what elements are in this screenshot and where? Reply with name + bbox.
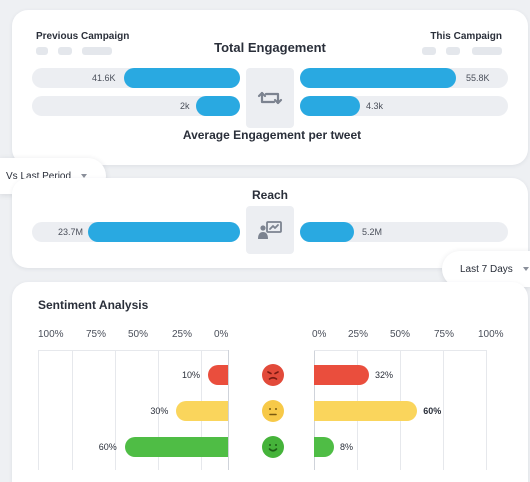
sentiment-bar-prev [176, 401, 228, 421]
total-engagement-title: Total Engagement [214, 40, 326, 55]
reach-this-bar [300, 222, 354, 242]
happy-face-icon [262, 436, 284, 458]
sentiment-label-this: 60% [423, 406, 442, 416]
left-tick-label: 25% [172, 329, 193, 340]
period-value: Last 7 Days [460, 263, 513, 275]
avg-prev-bar [196, 96, 240, 116]
sentiment-label-prev: 60% [98, 442, 117, 452]
sentiment-bar-this [314, 365, 370, 385]
avg-prev-value: 2k [180, 101, 190, 111]
total-prev-bar [124, 68, 240, 88]
placeholder-bar [58, 47, 72, 55]
left-tick-label: 100% [38, 329, 64, 340]
placeholder-bar [422, 47, 436, 55]
placeholder-bar [446, 47, 460, 55]
sentiment-title: Sentiment Analysis [38, 298, 149, 312]
sentiment-bar-prev [124, 437, 228, 457]
angry-face-icon [262, 364, 284, 386]
total-this-bar [300, 68, 456, 88]
compare-period-value: Vs Last Period [6, 170, 72, 182]
presentation-icon [258, 221, 282, 239]
engagement-card: Previous Campaign This Campaign Total En… [12, 10, 528, 165]
presentation-icon-box [246, 206, 294, 254]
this-campaign-label: This Campaign [430, 31, 502, 42]
grid-line [38, 350, 228, 351]
total-this-value: 55.8K [466, 73, 490, 83]
reach-prev-bar [88, 222, 240, 242]
chevron-down-icon [81, 174, 88, 178]
avg-this-value: 4.3k [366, 101, 384, 111]
retweet-icon [257, 91, 283, 105]
sentiment-card: Sentiment Analysis 100% 75% 50% 25% 0% 0… [12, 282, 528, 482]
left-tick-label: 75% [86, 329, 107, 340]
sentiment-label-prev: 30% [150, 406, 169, 416]
sentiment-bar-this [314, 401, 418, 421]
left-tick-label: 0% [214, 329, 229, 340]
neutral-face-icon [262, 400, 284, 422]
reach-title: Reach [251, 188, 289, 202]
chevron-down-icon [522, 267, 529, 271]
placeholder-bar [82, 47, 112, 55]
previous-campaign-label: Previous Campaign [36, 31, 130, 42]
grid-line [486, 350, 487, 470]
grid-line [314, 350, 486, 351]
grid-line [158, 350, 159, 470]
grid-line [38, 350, 39, 470]
sentiment-label-this: 32% [375, 370, 394, 380]
right-tick-label: 75% [434, 329, 455, 340]
sentiment-bar-prev [208, 365, 228, 385]
grid-line [72, 350, 73, 470]
sentiment-bar-this [314, 437, 334, 457]
period-select[interactable]: Last 7 Days [442, 251, 530, 287]
right-tick-label: 25% [348, 329, 369, 340]
right-tick-label: 0% [312, 329, 327, 340]
right-tick-label: 100% [478, 329, 504, 340]
left-tick-label: 50% [128, 329, 149, 340]
reach-prev-value: 23.7M [58, 227, 84, 237]
sentiment-label-this: 8% [340, 442, 354, 452]
avg-this-bar [300, 96, 360, 116]
grid-line [115, 350, 116, 470]
grid-line [443, 350, 444, 470]
avg-prev-track [32, 96, 240, 116]
avg-engagement-title: Average Engagement per tweet [182, 128, 362, 142]
right-tick-label: 50% [390, 329, 411, 340]
retweet-icon-box [246, 68, 294, 128]
reach-card: Reach 23.7M 5.2M [12, 178, 528, 268]
total-prev-value: 41.6K [92, 73, 116, 83]
axis-line [228, 350, 229, 470]
placeholder-bar [36, 47, 48, 55]
sentiment-label-prev: 10% [182, 370, 201, 380]
placeholder-bar [472, 47, 502, 55]
reach-this-value: 5.2M [362, 227, 383, 237]
